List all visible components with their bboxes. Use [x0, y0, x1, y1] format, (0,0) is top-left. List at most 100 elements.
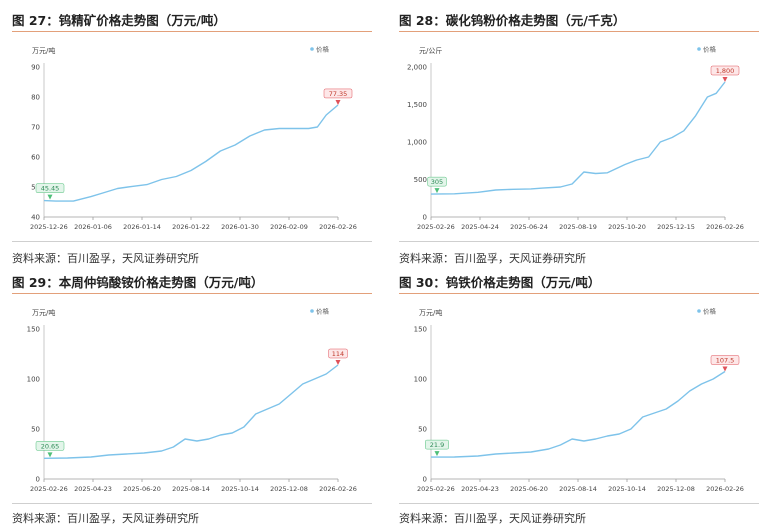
- y-tick-label: 1,000: [407, 139, 427, 147]
- line-chart-tungsten-carbide: 元/公斤 价格 0 500 1,000 1,500 2,000 2025-02-26 2025-…: [407, 45, 744, 232]
- y-tick-label: 50: [31, 426, 40, 434]
- x-tick-label: 2025-04-23: [74, 485, 112, 493]
- legend-label: 价格: [316, 307, 330, 316]
- x-tick-label: 2025-10-14: [221, 485, 259, 493]
- x-tick-label: 2026-01-30: [221, 223, 259, 231]
- y-tick-label: 70: [31, 124, 40, 132]
- x-tick-label: 2025-10-14: [608, 485, 646, 493]
- start-point-marker: [47, 452, 53, 458]
- end-data-label: 114: [332, 350, 344, 358]
- x-tick-label: 2025-12-15: [657, 223, 695, 231]
- y-tick-label: 500: [414, 176, 427, 184]
- end-data-label: 1,800: [716, 67, 735, 75]
- y-tick-label: 1,500: [407, 101, 427, 109]
- series-line: [430, 81, 726, 195]
- y-tick-label: 2,000: [407, 64, 427, 72]
- end-data-label: 77.35: [329, 90, 348, 98]
- start-data-label: 20.65: [41, 442, 60, 450]
- line-chart-ferro-tungsten: 万元/吨 价格 0 50 100 150 2025-02-26 2025-04-23 2025-…: [414, 307, 744, 494]
- x-tick-label: 2025-04-24: [461, 223, 499, 231]
- start-point-marker: [434, 188, 440, 194]
- title-rule: [399, 293, 759, 294]
- unit-label: 元/公斤: [419, 46, 442, 55]
- x-tick-label: 2025-06-20: [123, 485, 161, 493]
- y-tick-label: 150: [414, 326, 427, 334]
- y-tick-label: 100: [27, 376, 40, 384]
- end-point-marker: [335, 99, 341, 105]
- unit-label: 万元/吨: [419, 308, 442, 317]
- start-label-box: [35, 183, 65, 193]
- unit-label: 万元/吨: [32, 46, 55, 55]
- panel-fig30: 图 30：钨铁价格走势图（万元/吨） 万元/吨 价格 0 50 100 150 2025-0…: [399, 272, 759, 530]
- title-rule: [12, 31, 372, 32]
- chart-title: 图 27：钨精矿价格走势图（万元/吨）: [12, 13, 226, 28]
- y-tick-label: 50: [418, 426, 427, 434]
- end-label-box: [323, 88, 353, 99]
- y-tick-label: 50: [31, 184, 40, 192]
- x-tick-label: 2025-08-19: [559, 223, 597, 231]
- x-tick-label: 2026-02-26: [706, 485, 744, 493]
- series-line: [430, 370, 726, 458]
- start-data-label: 21.9: [430, 441, 444, 449]
- source-note: 资料来源：百川盈孚，天风证券研究所: [12, 512, 199, 525]
- end-data-label: 107.5: [716, 357, 735, 365]
- x-tick-label: 2025-06-24: [510, 223, 548, 231]
- series-line: [43, 364, 339, 459]
- x-tick-label: 2026-02-26: [706, 223, 744, 231]
- source-note: 资料来源：百川盈孚，天风证券研究所: [399, 252, 586, 265]
- end-label-box: [710, 65, 740, 76]
- start-point-marker: [434, 451, 440, 457]
- y-tick-label: 150: [27, 326, 40, 334]
- panel-fig27: 图 27：钨精矿价格走势图（万元/吨） 万元/吨 价格 40 50 60 70 80 90 20…: [12, 10, 372, 268]
- line-chart-tungsten-concentrate: 万元/吨 价格 40 50 60 70 80 90 2025-12-26 2026-01-06 20…: [30, 45, 357, 232]
- y-tick-label: 0: [36, 476, 40, 484]
- start-label-box: [427, 176, 447, 187]
- title-rule: [12, 293, 372, 294]
- chart-area: 万元/吨 价格 0 50 100 150 2025-02-26 2025-04-23 2025-…: [12, 295, 372, 504]
- x-tick-label: 2025-12-08: [270, 485, 308, 493]
- unit-label: 万元/吨: [32, 308, 55, 317]
- y-tick-label: 0: [423, 476, 427, 484]
- x-tick-label: 2026-02-26: [319, 485, 357, 493]
- legend-marker: [697, 309, 701, 313]
- y-tick-label: 80: [31, 94, 40, 102]
- title-rule: [399, 31, 759, 32]
- x-tick-label: 2025-02-26: [417, 223, 455, 231]
- x-tick-label: 2025-04-23: [461, 485, 499, 493]
- panel-fig28: 图 28：碳化钨粉价格走势图（元/千克） 元/公斤 价格 0 500 1,000 1,50…: [399, 10, 759, 268]
- y-tick-label: 100: [414, 376, 427, 384]
- start-data-label: 45.45: [41, 185, 60, 193]
- line-chart-apt: 万元/吨 价格 0 50 100 150 2025-02-26 2025-04-23 2025-…: [27, 307, 357, 494]
- x-tick-label: 2026-01-14: [123, 223, 161, 231]
- chart-area: 元/公斤 价格 0 500 1,000 1,500 2,000 2025-02-26 2025-…: [399, 33, 759, 242]
- x-tick-label: 2026-01-22: [172, 223, 210, 231]
- x-tick-label: 2025-02-26: [417, 485, 455, 493]
- source-note: 资料来源：百川盈孚，天风证券研究所: [399, 512, 586, 525]
- chart-area: 万元/吨 价格 40 50 60 70 80 90 2025-12-26 2026-01-06 20…: [12, 33, 372, 242]
- y-tick-label: 60: [31, 154, 40, 162]
- chart-title: 图 28：碳化钨粉价格走势图（元/千克）: [399, 13, 626, 28]
- x-tick-label: 2025-10-20: [608, 223, 646, 231]
- source-note: 资料来源：百川盈孚，天风证券研究所: [12, 252, 199, 265]
- start-label-box: [35, 441, 65, 451]
- chart-area: 万元/吨 价格 0 50 100 150 2025-02-26 2025-04-23 2025-…: [399, 295, 759, 504]
- series-line: [43, 104, 339, 202]
- end-point-marker: [722, 366, 728, 372]
- end-label-box: [328, 348, 348, 359]
- end-label-box: [710, 355, 740, 365]
- x-tick-label: 2025-08-14: [172, 485, 210, 493]
- panel-fig29: 图 29：本周仲钨酸铵价格走势图（万元/吨） 万元/吨 价格 0 50 100 150 20…: [12, 272, 372, 530]
- legend-label: 价格: [703, 307, 717, 316]
- x-tick-label: 2025-12-26: [30, 223, 68, 231]
- x-tick-label: 2026-02-09: [270, 223, 308, 231]
- x-tick-label: 2025-06-20: [510, 485, 548, 493]
- x-tick-label: 2025-02-26: [30, 485, 68, 493]
- legend-marker: [697, 47, 701, 51]
- legend-label: 价格: [316, 45, 330, 54]
- chart-title: 图 29：本周仲钨酸铵价格走势图（万元/吨）: [12, 275, 264, 290]
- x-tick-label: 2025-08-14: [559, 485, 597, 493]
- y-tick-label: 0: [423, 214, 427, 222]
- end-point-marker: [335, 360, 341, 365]
- x-tick-label: 2026-02-26: [319, 223, 357, 231]
- legend-marker: [310, 309, 314, 313]
